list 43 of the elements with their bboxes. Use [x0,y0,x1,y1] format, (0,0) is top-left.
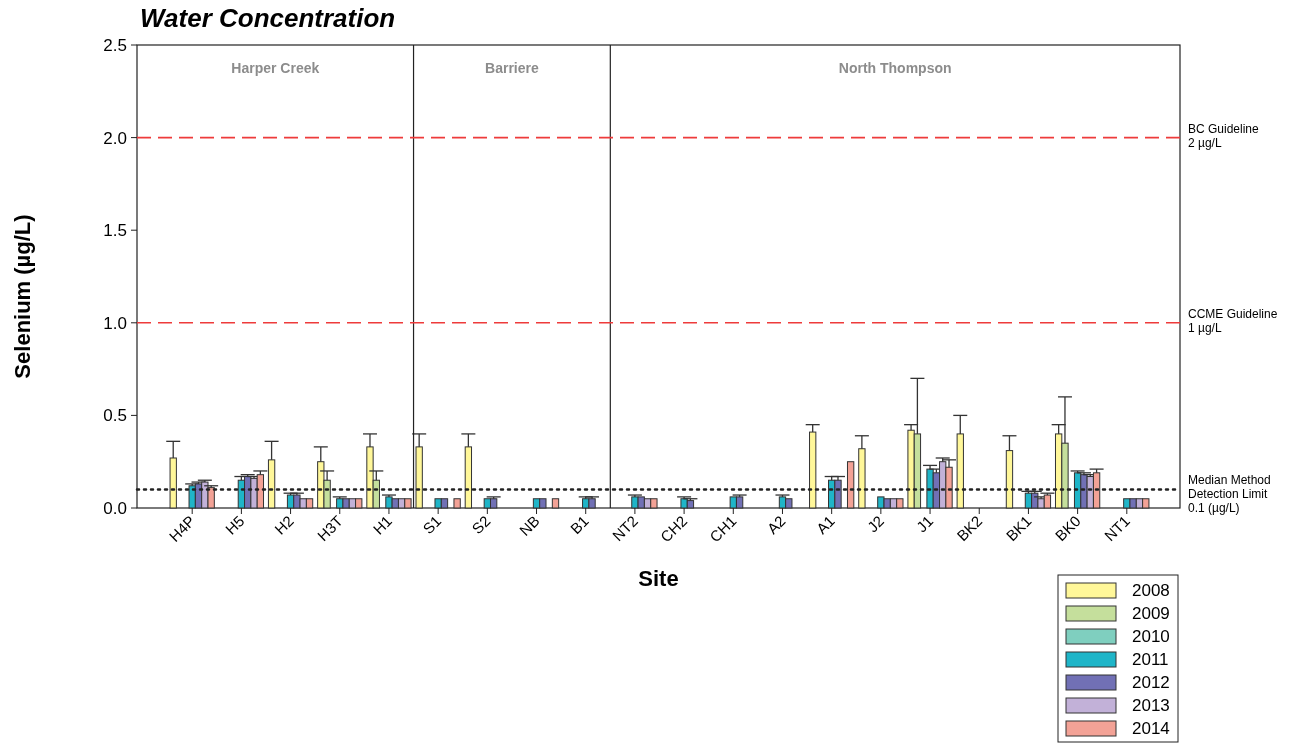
ref-line-label: CCME Guideline 1 µg/L [1188,306,1278,335]
chart-title: Water Concentration [140,3,396,33]
annotation: North Thompson [838,60,952,76]
legend-label: 2009 [1132,604,1170,623]
x-tick-label: H1 [369,512,396,538]
x-tick-label: NT2 [608,512,642,545]
x-tick-label: H5 [221,512,248,538]
legend-label: 2010 [1132,627,1170,646]
bar [453,498,461,509]
bar [846,461,855,509]
y-axis-title: Selenium (µg/L) [10,214,35,379]
x-tick-label: J1 [912,512,937,536]
x-tick-label: S1 [419,512,445,538]
y-tick-label: 2.5 [103,36,127,55]
ref-line-label: Median Method Detection Limit 0.1 (µg/L) [1188,473,1271,516]
x-tick-label: BK1 [1002,512,1035,545]
legend-label: 2013 [1132,696,1170,715]
x-tick-label: NT1 [1100,512,1133,545]
x-tick-label: S2 [468,512,494,538]
annotation: Harper Creek [231,60,320,76]
legend-label: 2008 [1132,581,1170,600]
y-tick-label: 1.5 [103,221,127,241]
x-tick-label: A2 [763,512,789,538]
x-tick-label: CH2 [656,512,691,546]
x-tick-label: NB [515,512,543,539]
x-tick-label: H2 [271,512,297,538]
x-axis-title: Site [638,566,679,591]
annotation: Barriere [485,60,539,76]
y-tick-label: 0.5 [103,406,127,426]
y-tick-label: 0.0 [103,499,127,518]
legend-label: 2014 [1132,719,1170,738]
legend-label: 2012 [1132,673,1170,692]
x-tick-label: B1 [566,512,592,538]
ref-line-label: BC Guideline 2 µg/L [1188,121,1260,150]
x-tick-label: BK0 [1051,512,1084,545]
y-tick-label: 1.0 [103,313,127,333]
x-tick-label: BK2 [953,512,986,545]
x-tick-label: A1 [812,512,838,538]
bar [551,498,560,509]
x-tick-label: J2 [863,512,887,536]
legend-label: 2011 [1132,650,1169,669]
y-tick-label: 2.0 [103,128,127,148]
x-tick-label: CH1 [706,512,740,546]
